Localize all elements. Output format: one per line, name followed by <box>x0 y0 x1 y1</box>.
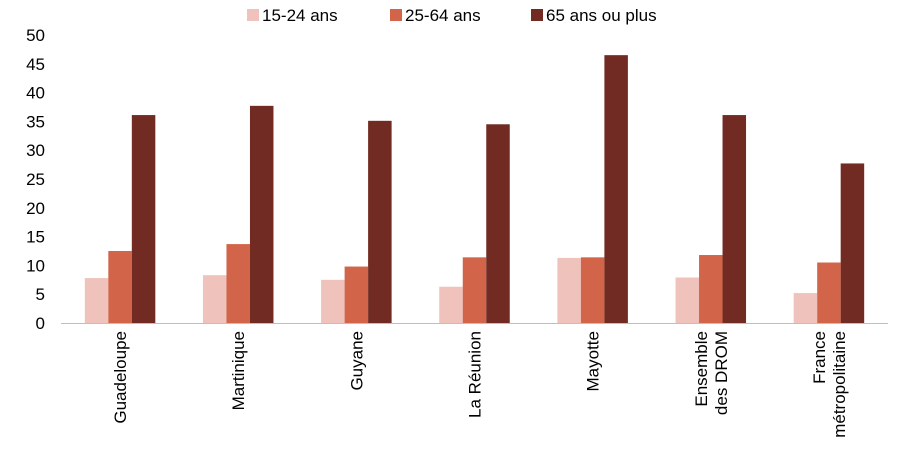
y-tick-label: 30 <box>26 141 45 160</box>
x-tick-label: Martinique <box>229 331 248 410</box>
bar-65-ans-ou-plus <box>250 106 274 323</box>
legend-label: 25-64 ans <box>405 6 481 25</box>
bar-25-64-ans <box>108 251 132 323</box>
x-tick-label: La Réunion <box>466 331 485 418</box>
bar-65-ans-ou-plus <box>486 124 510 323</box>
bar-25-64-ans <box>817 263 841 323</box>
bar-65-ans-ou-plus <box>841 163 865 323</box>
y-tick-label: 0 <box>36 314 45 333</box>
legend: 15-24 ans 25-64 ans 65 ans ou plus <box>247 6 657 25</box>
bar-15-24-ans <box>794 293 818 323</box>
bar-65-ans-ou-plus <box>723 115 747 323</box>
y-tick-label: 10 <box>26 256 45 275</box>
bar-15-24-ans <box>439 287 463 323</box>
x-tick-label: Ensembledes DROM <box>692 331 731 415</box>
y-tick-label: 15 <box>26 228 45 247</box>
y-tick-label: 50 <box>26 26 45 45</box>
y-tick-label: 20 <box>26 199 45 218</box>
bar-65-ans-ou-plus <box>132 115 156 323</box>
legend-swatch <box>247 9 259 21</box>
x-tick-label: Guadeloupe <box>111 331 130 424</box>
x-tick-label: Mayotte <box>584 331 603 391</box>
x-tick-label: Guyane <box>347 331 366 391</box>
bar-25-64-ans <box>581 257 605 323</box>
bar-15-24-ans <box>676 277 700 323</box>
legend-swatch <box>390 9 402 21</box>
y-tick-label: 35 <box>26 112 45 131</box>
bar-15-24-ans <box>557 258 581 323</box>
legend-swatch <box>531 9 543 21</box>
bar-15-24-ans <box>321 280 345 323</box>
bars <box>85 55 864 323</box>
x-tick-label: Francemétropolitaine <box>810 331 849 438</box>
y-axis: 0 5 10 15 20 25 30 35 40 45 50 <box>26 26 45 333</box>
y-tick-label: 40 <box>26 84 45 103</box>
bar-15-24-ans <box>203 275 227 323</box>
y-tick-label: 25 <box>26 170 45 189</box>
bar-25-64-ans <box>226 244 250 323</box>
bar-65-ans-ou-plus <box>368 121 392 323</box>
bar-25-64-ans <box>699 255 723 323</box>
legend-label: 65 ans ou plus <box>546 6 657 25</box>
x-axis: Guadeloupe Martinique Guyane La Réunion Mayo… <box>61 324 888 438</box>
bar-65-ans-ou-plus <box>604 55 628 323</box>
y-tick-label: 45 <box>26 55 45 74</box>
bar-25-64-ans <box>463 257 487 323</box>
y-tick-label: 5 <box>36 285 45 304</box>
bar-15-24-ans <box>85 278 109 323</box>
legend-label: 15-24 ans <box>262 6 338 25</box>
bar-25-64-ans <box>345 267 369 323</box>
